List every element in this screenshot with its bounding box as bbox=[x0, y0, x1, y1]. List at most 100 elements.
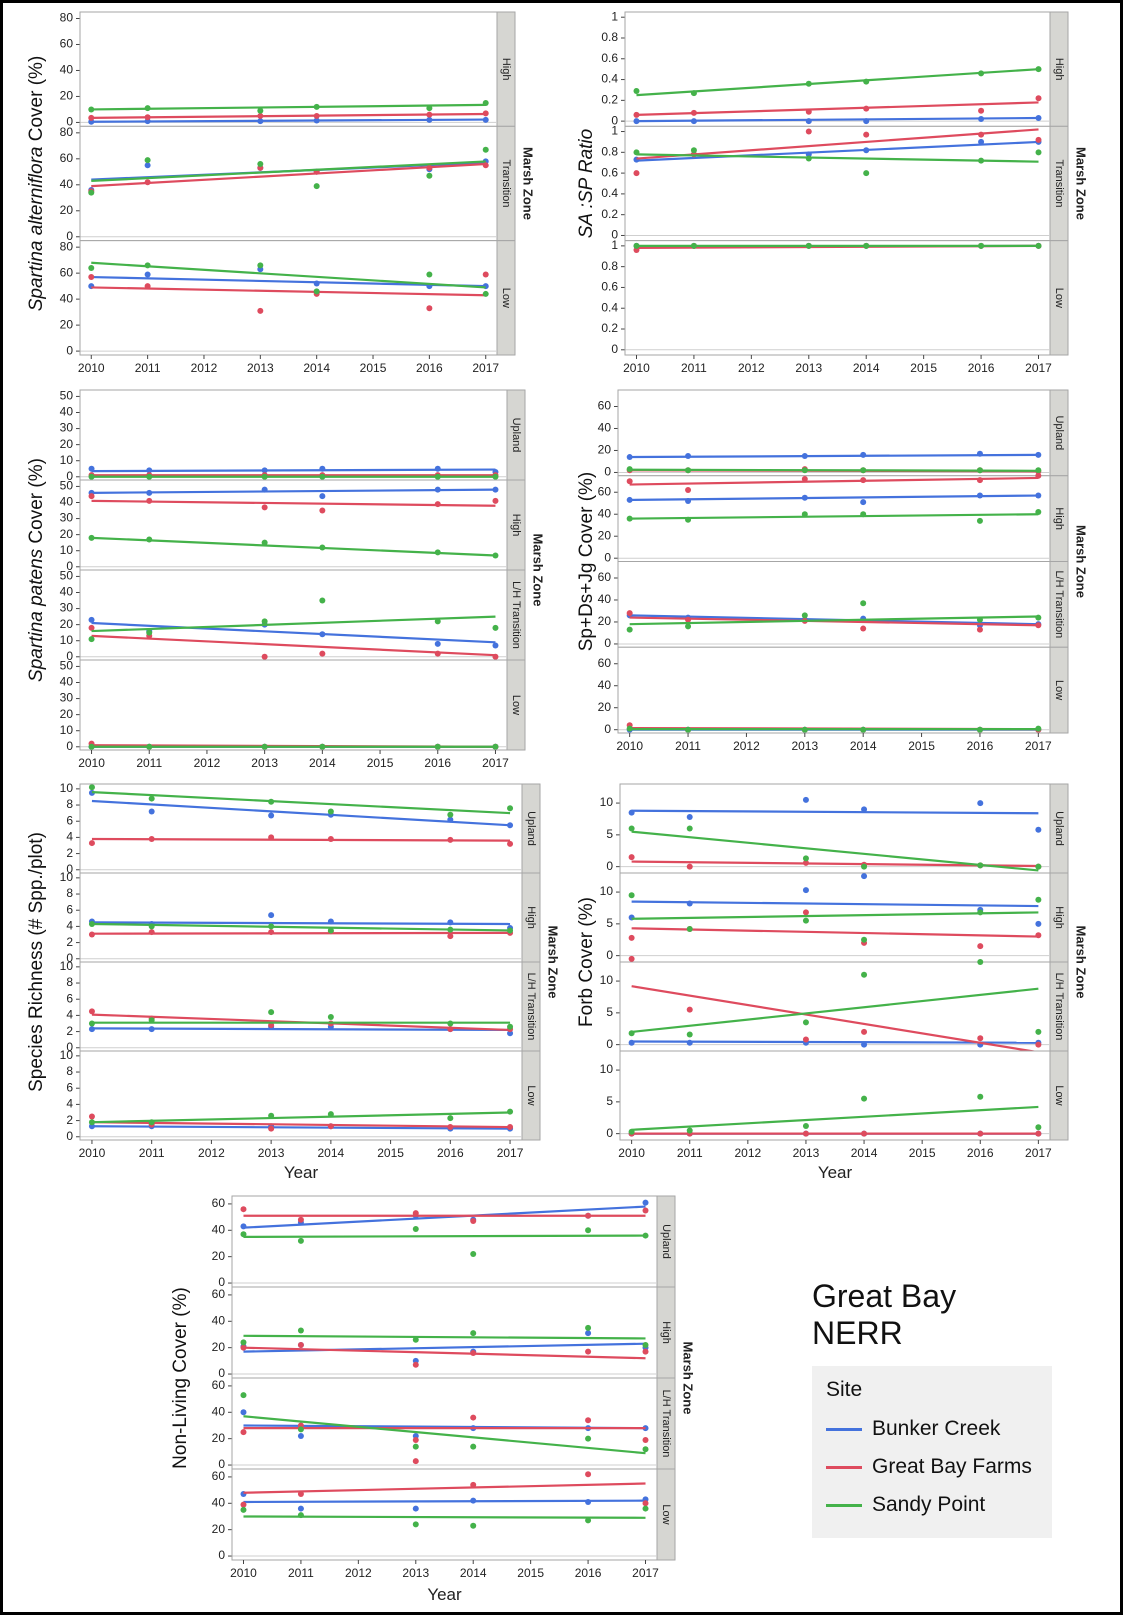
zone-label: L/H Transition bbox=[660, 1390, 672, 1458]
x-tick-label: 2012 bbox=[733, 739, 760, 753]
y-tick-label: 0 bbox=[66, 951, 73, 965]
zone-label: High bbox=[1053, 507, 1065, 530]
data-point bbox=[88, 624, 95, 631]
data-point bbox=[426, 172, 433, 179]
y-tick-label: 0 bbox=[66, 1129, 73, 1143]
data-point bbox=[434, 473, 441, 480]
data-point bbox=[412, 1361, 419, 1368]
data-point bbox=[860, 511, 867, 518]
x-tick-label: 2014 bbox=[303, 361, 330, 375]
zone-label: High bbox=[510, 514, 522, 537]
data-point bbox=[412, 1458, 419, 1465]
zone-label: L/H Transition bbox=[510, 581, 522, 649]
data-point bbox=[88, 189, 95, 196]
data-point bbox=[978, 157, 985, 164]
fit-line bbox=[91, 1111, 511, 1124]
data-point bbox=[585, 1498, 592, 1505]
data-point bbox=[88, 1119, 95, 1126]
y-tick-label: 0 bbox=[604, 636, 611, 650]
y-axis-label: Forb Cover (%) bbox=[576, 897, 597, 1027]
data-point bbox=[146, 536, 153, 543]
data-point bbox=[976, 517, 983, 524]
data-point bbox=[1035, 614, 1042, 621]
data-point bbox=[144, 283, 151, 290]
strip-title: Marsh Zone bbox=[1074, 525, 1089, 598]
fit-line bbox=[631, 1105, 1039, 1131]
zone-label: High bbox=[500, 58, 512, 81]
data-point bbox=[977, 800, 984, 807]
data-point bbox=[686, 900, 693, 907]
data-point bbox=[1035, 826, 1042, 833]
y-tick-label: 20 bbox=[60, 527, 74, 541]
data-point bbox=[801, 467, 808, 474]
plot-frame bbox=[624, 11, 1069, 356]
fit-line bbox=[243, 1499, 646, 1504]
y-tick-label: 0 bbox=[66, 115, 73, 129]
strip-title: Marsh Zone bbox=[681, 1342, 696, 1415]
data-point bbox=[470, 1414, 477, 1421]
zone-label: High bbox=[660, 1321, 672, 1344]
data-point bbox=[976, 492, 983, 499]
data-point bbox=[88, 534, 95, 541]
data-point bbox=[434, 618, 441, 625]
data-point bbox=[628, 1039, 635, 1046]
y-axis-label-italic: Spartina patens bbox=[26, 548, 47, 682]
data-point bbox=[148, 1119, 155, 1126]
data-point bbox=[447, 933, 454, 940]
data-point bbox=[313, 288, 320, 295]
fit-line bbox=[91, 634, 496, 657]
data-point bbox=[146, 489, 153, 496]
data-point bbox=[261, 486, 268, 493]
y-tick-label: 60 bbox=[598, 484, 612, 498]
data-point bbox=[861, 1095, 868, 1102]
data-point bbox=[1035, 451, 1042, 458]
y-tick-label: 60 bbox=[60, 265, 74, 279]
data-point bbox=[146, 467, 153, 474]
data-point bbox=[88, 465, 95, 472]
y-tick-label: 50 bbox=[60, 569, 74, 583]
data-point bbox=[492, 552, 499, 559]
data-point bbox=[492, 653, 499, 660]
data-point bbox=[144, 271, 151, 278]
data-point bbox=[470, 1349, 477, 1356]
data-point bbox=[319, 631, 326, 638]
legend: Site Bunker Creek Great Bay Farms Sandy … bbox=[812, 1366, 1052, 1538]
data-point bbox=[482, 116, 489, 123]
y-tick-label: 0 bbox=[66, 1040, 73, 1054]
y-tick-label: 30 bbox=[60, 691, 74, 705]
data-point bbox=[146, 497, 153, 504]
x-tick-label: 2017 bbox=[1025, 1146, 1052, 1160]
data-point bbox=[585, 1471, 592, 1478]
data-point bbox=[319, 493, 326, 500]
y-tick-label: 5 bbox=[606, 827, 613, 841]
data-point bbox=[507, 805, 514, 812]
panel-area bbox=[79, 389, 508, 481]
data-point bbox=[802, 1123, 809, 1130]
x-tick-label: 2016 bbox=[968, 361, 995, 375]
data-point bbox=[628, 892, 635, 899]
x-tick-label: 2012 bbox=[194, 756, 221, 770]
y-tick-label: 10 bbox=[60, 870, 74, 884]
zone-label: Upland bbox=[525, 811, 537, 846]
data-point bbox=[482, 290, 489, 297]
data-point bbox=[802, 909, 809, 916]
zone-label: Upland bbox=[510, 418, 522, 453]
data-point bbox=[633, 111, 640, 118]
zone-label: Low bbox=[525, 1085, 537, 1105]
data-point bbox=[585, 1212, 592, 1219]
data-point bbox=[319, 650, 326, 657]
data-point bbox=[977, 959, 984, 965]
data-point bbox=[642, 1207, 649, 1214]
data-point bbox=[585, 1417, 592, 1424]
y-tick-label: 20 bbox=[60, 89, 74, 103]
data-point bbox=[313, 112, 320, 119]
data-point bbox=[863, 242, 870, 249]
x-tick-label: 2010 bbox=[78, 361, 105, 375]
y-tick-label: 0.2 bbox=[601, 321, 618, 335]
data-point bbox=[268, 1112, 275, 1119]
data-point bbox=[261, 743, 268, 750]
data-point bbox=[686, 925, 693, 932]
data-point bbox=[412, 1225, 419, 1232]
panel-area bbox=[231, 1286, 658, 1379]
zone-label: Upland bbox=[1053, 811, 1065, 846]
